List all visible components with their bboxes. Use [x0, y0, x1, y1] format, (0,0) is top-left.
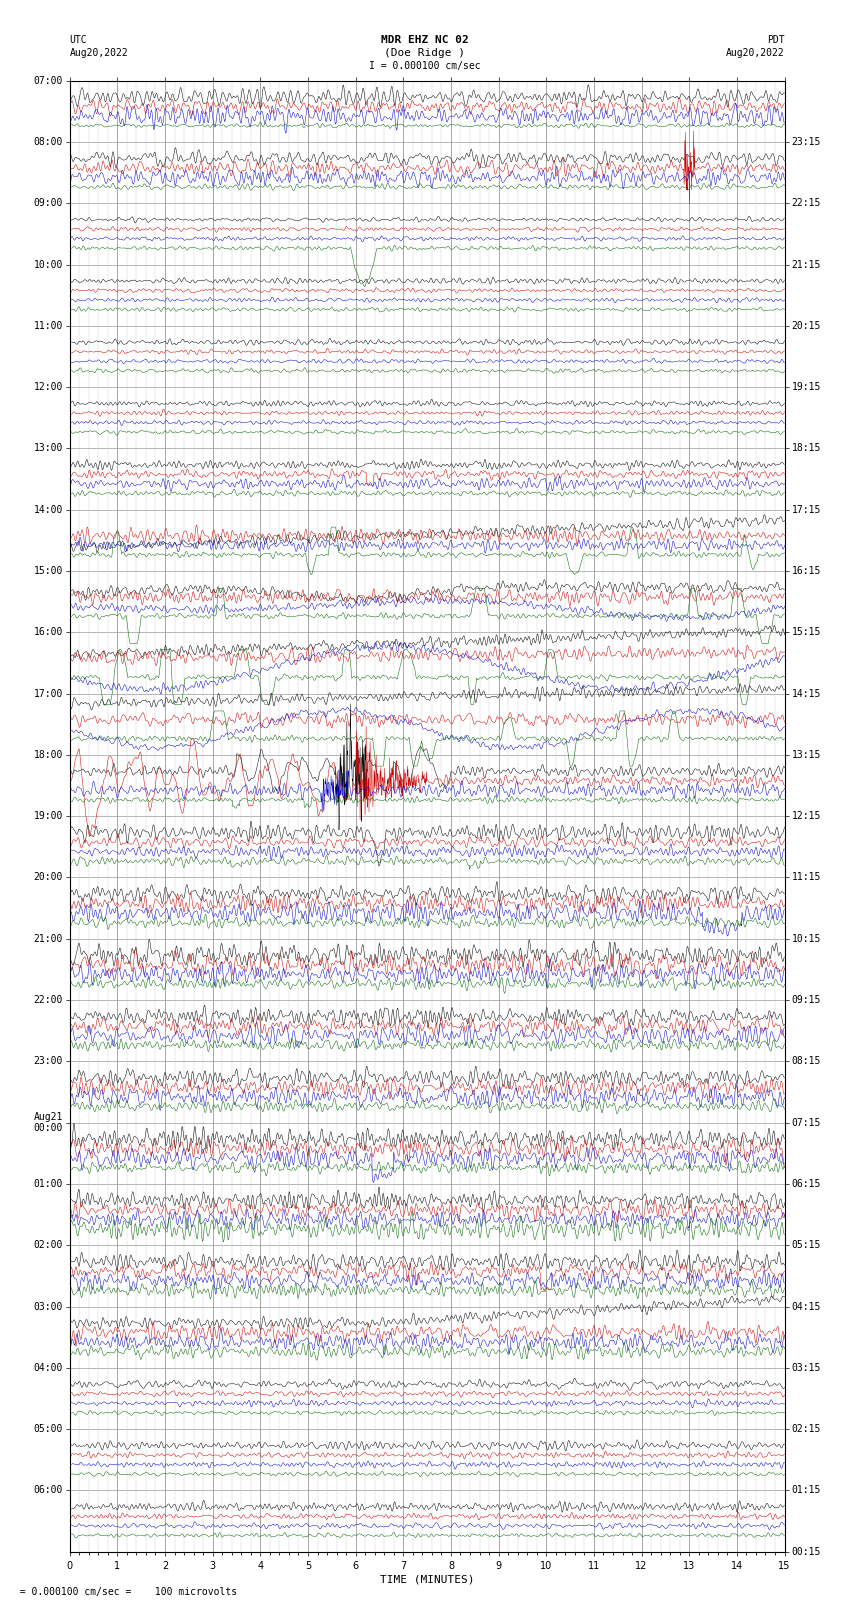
Text: Aug20,2022: Aug20,2022: [70, 48, 128, 58]
Text: UTC: UTC: [70, 35, 88, 45]
Text: I = 0.000100 cm/sec: I = 0.000100 cm/sec: [369, 61, 481, 71]
X-axis label: TIME (MINUTES): TIME (MINUTES): [380, 1574, 474, 1586]
Text: MDR EHZ NC 02: MDR EHZ NC 02: [381, 35, 469, 45]
Text: PDT: PDT: [767, 35, 785, 45]
Text: (Doe Ridge ): (Doe Ridge ): [384, 48, 466, 58]
Text: Aug20,2022: Aug20,2022: [726, 48, 785, 58]
Text: = 0.000100 cm/sec =    100 microvolts: = 0.000100 cm/sec = 100 microvolts: [8, 1587, 238, 1597]
